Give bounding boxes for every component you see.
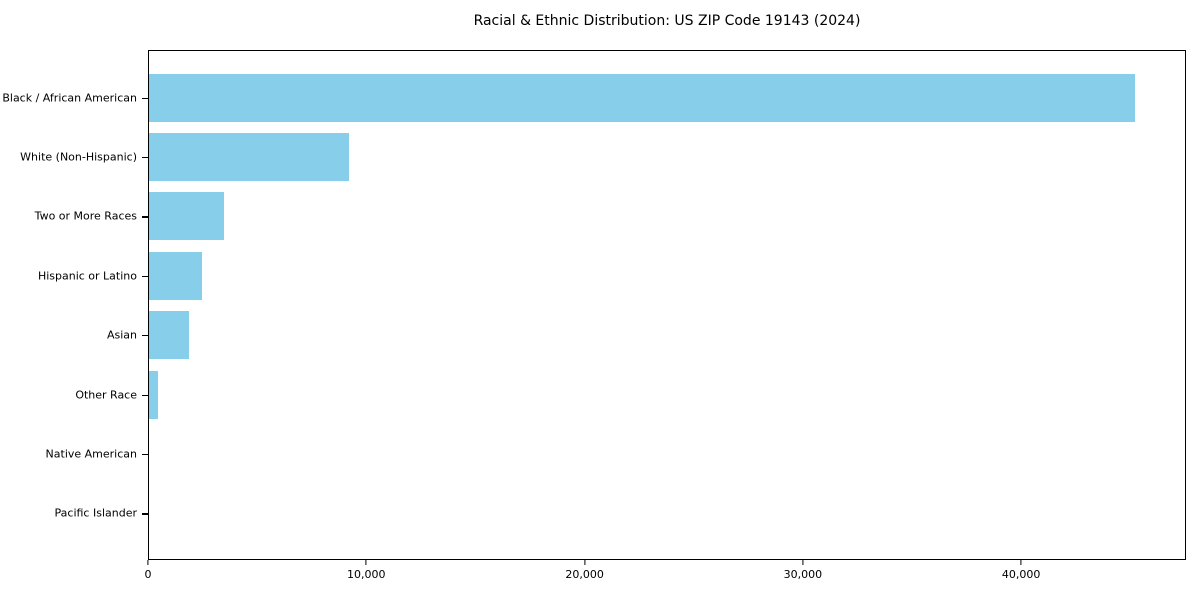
x-tick-label: 10,000 xyxy=(347,568,386,581)
x-tick-mark xyxy=(365,560,367,565)
y-tick-mark xyxy=(142,275,148,277)
bar-row-white-non-hispanic: White (Non-Hispanic) xyxy=(20,127,1185,186)
bar-row-asian: Asian xyxy=(107,306,1185,365)
bar-hispanic-or-latino xyxy=(149,251,203,300)
y-tick-label: Black / African American xyxy=(2,91,137,105)
bar-row-pacific-islander: Pacific Islander xyxy=(55,484,1185,543)
x-tick-mark xyxy=(583,560,586,565)
y-tick-label: Native American xyxy=(45,447,137,461)
bar-row-native-american: Native American xyxy=(46,424,1185,483)
bar-rows: Black / African American White (Non-Hispa… xyxy=(2,51,1185,559)
bar-white-non-hispanic xyxy=(149,133,349,182)
y-tick-mark xyxy=(142,453,148,456)
chart-title: Racial & Ethnic Distribution: US ZIP Cod… xyxy=(473,13,861,29)
bar-other-race xyxy=(149,370,159,419)
plot-area: Black / African American White (Non-Hispa… xyxy=(2,50,1186,560)
bar-row-two-or-more-races: Two or More Races xyxy=(35,187,1185,246)
y-tick-label: Two or More Races xyxy=(34,209,137,223)
x-tick-mark xyxy=(147,560,149,565)
y-tick-label: White (Non-Hispanic) xyxy=(20,150,137,164)
bar-black-african-american xyxy=(149,73,1136,122)
x-tick-mark xyxy=(1020,560,1022,565)
x-tick-label: 20,000 xyxy=(565,568,604,581)
y-tick-mark xyxy=(142,513,148,515)
y-tick-mark xyxy=(142,216,148,218)
x-tick-label: 0 xyxy=(144,568,152,581)
y-tick-mark xyxy=(142,335,148,337)
y-tick-mark xyxy=(142,157,148,159)
x-tick-label: 30,000 xyxy=(783,568,823,581)
y-tick-label: Other Race xyxy=(75,388,137,402)
x-tick-mark xyxy=(802,560,804,565)
bar-two-or-more-races xyxy=(149,192,224,241)
bar-asian xyxy=(149,311,189,360)
y-tick-label: Pacific Islander xyxy=(54,506,137,520)
x-axis: 0 10,000 20,000 30,000 40,000 xyxy=(144,560,1186,590)
y-tick-label: Hispanic or Latino xyxy=(37,269,137,283)
bar-row-other-race: Other Race xyxy=(75,365,1185,424)
y-tick-label: Asian xyxy=(106,328,137,342)
y-tick-mark xyxy=(142,394,148,396)
x-tick-label: 40,000 xyxy=(1001,568,1041,581)
bar-row-black-african-american: Black / African American xyxy=(2,68,1185,127)
bar-row-hispanic-or-latino: Hispanic or Latino xyxy=(38,246,1185,305)
y-tick-mark xyxy=(142,97,148,99)
